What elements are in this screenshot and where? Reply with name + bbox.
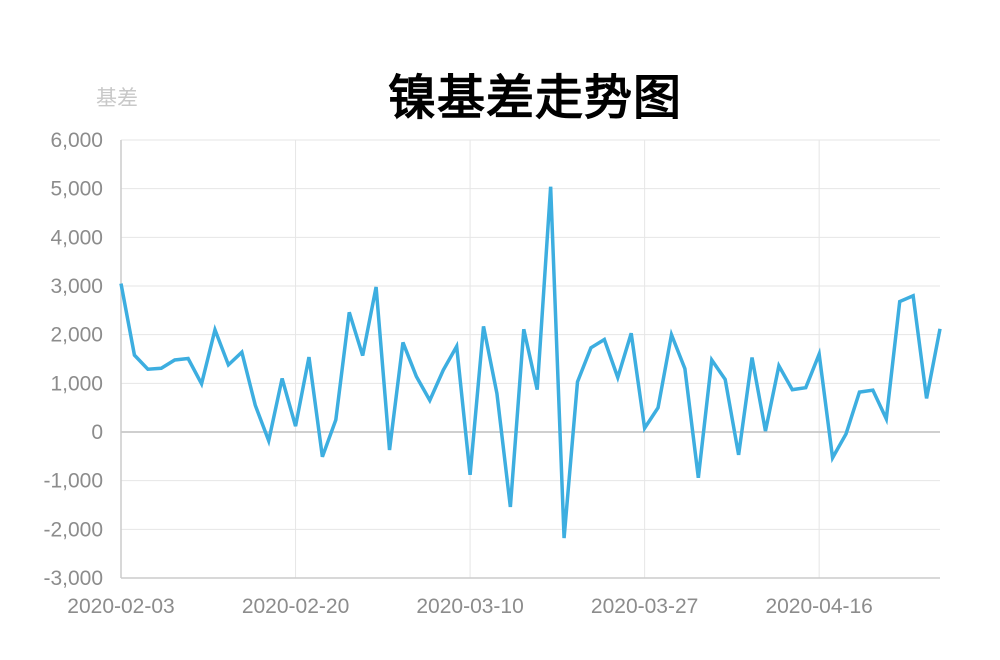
y-tick-label: -1,000 bbox=[43, 470, 103, 493]
y-tick-label: 4,000 bbox=[50, 226, 103, 249]
grid-lines bbox=[121, 139, 940, 579]
y-tick-label: 3,000 bbox=[50, 275, 103, 298]
y-tick-label: 6,000 bbox=[50, 129, 103, 152]
y-tick-label: -2,000 bbox=[43, 518, 103, 541]
x-tick-label: 2020-03-10 bbox=[416, 595, 523, 618]
x-tick-label: 2020-02-20 bbox=[242, 595, 349, 618]
x-tick-label: 2020-04-16 bbox=[765, 595, 872, 618]
chart-title: 镍基差走势图 bbox=[387, 70, 682, 126]
y-tick-label: 5,000 bbox=[50, 178, 103, 201]
tick-labels: 6,000 5,000 4,000 3,000 2,000 1,000 0 -1,000 -2,… bbox=[43, 129, 872, 618]
y-tick-label: 0 bbox=[91, 421, 103, 444]
x-tick-label: 2020-02-03 bbox=[67, 595, 174, 618]
y-tick-label: 1,000 bbox=[50, 372, 103, 395]
series-line bbox=[119, 186, 942, 539]
y-axis-label: 基差 bbox=[96, 86, 138, 110]
axes bbox=[120, 140, 940, 579]
y-tick-label: 2,000 bbox=[50, 324, 103, 347]
x-tick-label: 2020-03-27 bbox=[591, 595, 698, 618]
y-tick-label: -3,000 bbox=[43, 567, 103, 590]
series-layer bbox=[119, 186, 942, 539]
